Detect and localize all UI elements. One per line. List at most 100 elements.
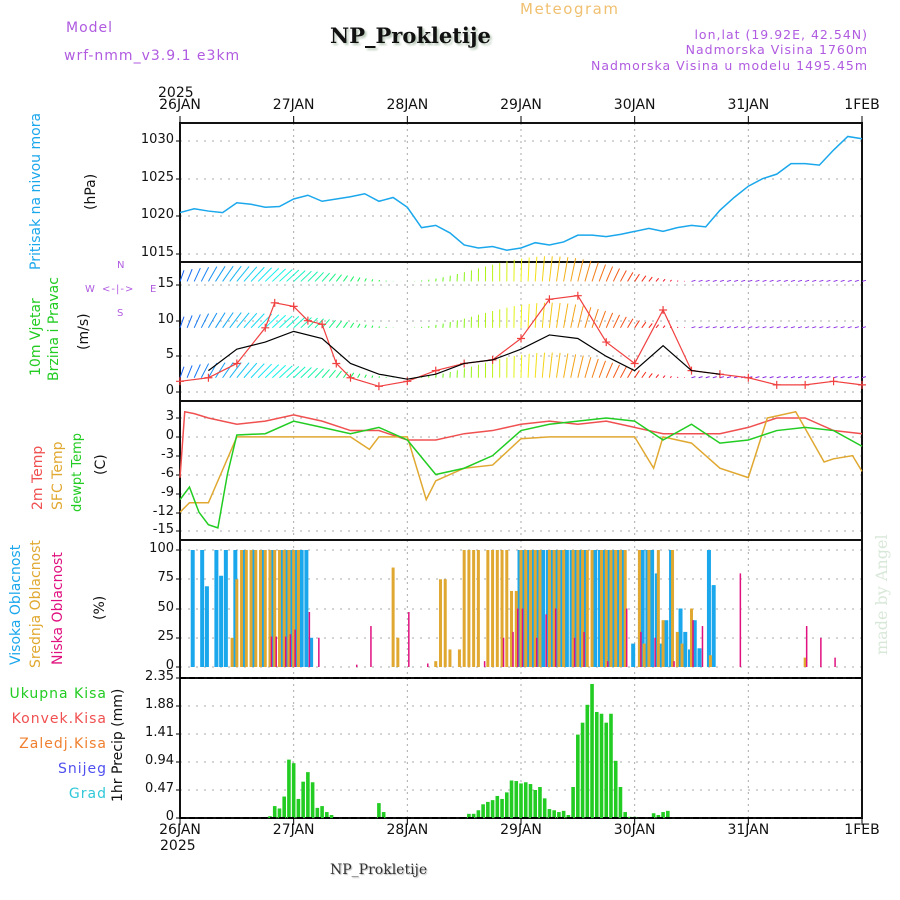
wind-gust-marker (346, 373, 355, 382)
wind-arrow (612, 268, 620, 282)
wind-arrow (570, 354, 577, 378)
wind-arrow (819, 279, 824, 282)
wind-gust-marker (232, 359, 241, 368)
wind-arrow (840, 279, 845, 282)
temp-y-tick: -15 (152, 522, 174, 537)
legend-hail: Grad (68, 786, 107, 802)
x-tick-label: 27JAN (272, 97, 315, 113)
cloud-bar (552, 550, 556, 667)
wind-arrow (620, 270, 627, 282)
cloud-y-tick: 25 (157, 629, 174, 644)
cloud-bar (654, 637, 656, 667)
temp-y-tick: 0 (165, 428, 174, 443)
wind-arrow (527, 303, 530, 328)
cloud-bar (299, 550, 304, 667)
cloud-bar (204, 586, 209, 667)
wind-arrow (364, 324, 367, 329)
wind-gust-marker (332, 359, 341, 368)
x-tick-label: 29JAN (500, 97, 542, 113)
cloud-bar (692, 620, 697, 667)
wind-arrow (776, 279, 781, 282)
wind-arrow (371, 375, 374, 378)
x-tick-label: 28JAN (386, 97, 429, 113)
wind-arrow (854, 279, 859, 282)
wind-gust-marker (545, 295, 554, 304)
wind-gust-marker (176, 377, 184, 386)
precip-bar (613, 760, 618, 818)
cloud-bar (625, 608, 628, 667)
precip-bar (287, 759, 291, 818)
temp-y-tick: -9 (161, 485, 174, 500)
wind-arrow (215, 312, 226, 329)
wind-arrow (840, 326, 845, 329)
cloud-bar (623, 550, 627, 667)
wind-arrow (350, 322, 355, 329)
precip-bar (651, 813, 656, 818)
precip-bar (585, 704, 590, 818)
wind-arrow (620, 316, 627, 329)
wind-arrow (307, 367, 318, 379)
temp-dewpt-line (179, 417, 863, 529)
wind-arrow (755, 376, 760, 379)
wind-arrow (272, 314, 286, 329)
cloud-bar (683, 631, 688, 667)
cloud-bar (396, 637, 400, 667)
precip-bar (504, 792, 509, 818)
elevation-info: Nadmorska Visina 1760m (685, 42, 868, 57)
wind-arrow (321, 272, 330, 282)
cloud-bar (448, 649, 452, 667)
pressure-y-tick: 1015 (140, 245, 174, 260)
cloud-bar (581, 550, 585, 667)
wind-arrow (612, 364, 620, 378)
cloud-bar (535, 637, 538, 667)
precip-bar (500, 798, 504, 818)
precip-bar (542, 798, 547, 818)
wind-arrow (655, 374, 660, 379)
legend-total-rain: Ukupna Kisa (9, 686, 107, 702)
precip-bar (566, 815, 571, 818)
wind-arrow (797, 326, 803, 329)
wind-arrow (548, 302, 553, 328)
wind-arrow (691, 279, 696, 282)
wind-arrow (812, 376, 817, 379)
wind-arrow (755, 326, 760, 329)
wind-arrow (307, 317, 318, 329)
legend-snow: Snijeg (57, 761, 107, 777)
precip-bar (471, 813, 476, 818)
cloud-bar (500, 550, 504, 667)
wind-arrow (520, 304, 523, 328)
wind-arrow (634, 273, 640, 282)
cloud-bar (585, 550, 589, 667)
wind-arrow (741, 279, 746, 282)
precip-bar (538, 787, 542, 818)
precip-bar (519, 783, 523, 818)
wind-arrow (620, 366, 627, 378)
wind-arrow (222, 312, 234, 329)
model-name: wrf-nmm_v3.9.1 e3km (64, 48, 241, 64)
wind-arrow (584, 357, 592, 378)
wind-arrow (826, 376, 831, 379)
wind-arrow (854, 376, 859, 379)
wind-arrow (598, 264, 607, 282)
cloud-bar (675, 631, 679, 667)
cloud-bar (273, 550, 277, 667)
cloud-bar (304, 550, 309, 667)
temp-y-tick: 3 (165, 409, 174, 424)
wind-arrow (676, 326, 679, 329)
cloud-bar (640, 631, 642, 667)
cloud-bar (609, 550, 613, 667)
cloud-bar (571, 550, 575, 667)
wind-arrow (591, 308, 599, 328)
wind-arrow (563, 303, 569, 328)
cloud-bar (697, 648, 702, 667)
cloud-bar (495, 550, 499, 667)
wind-arrow (342, 371, 348, 379)
wind-arrow (605, 362, 614, 378)
wind-arrow (783, 279, 788, 282)
precip-bar (301, 781, 305, 818)
cloud-bar (805, 626, 808, 667)
wind-arrow (826, 279, 831, 282)
wind-arrow (563, 257, 569, 282)
wind-arrow (378, 326, 380, 328)
wind-arrow (541, 256, 546, 282)
